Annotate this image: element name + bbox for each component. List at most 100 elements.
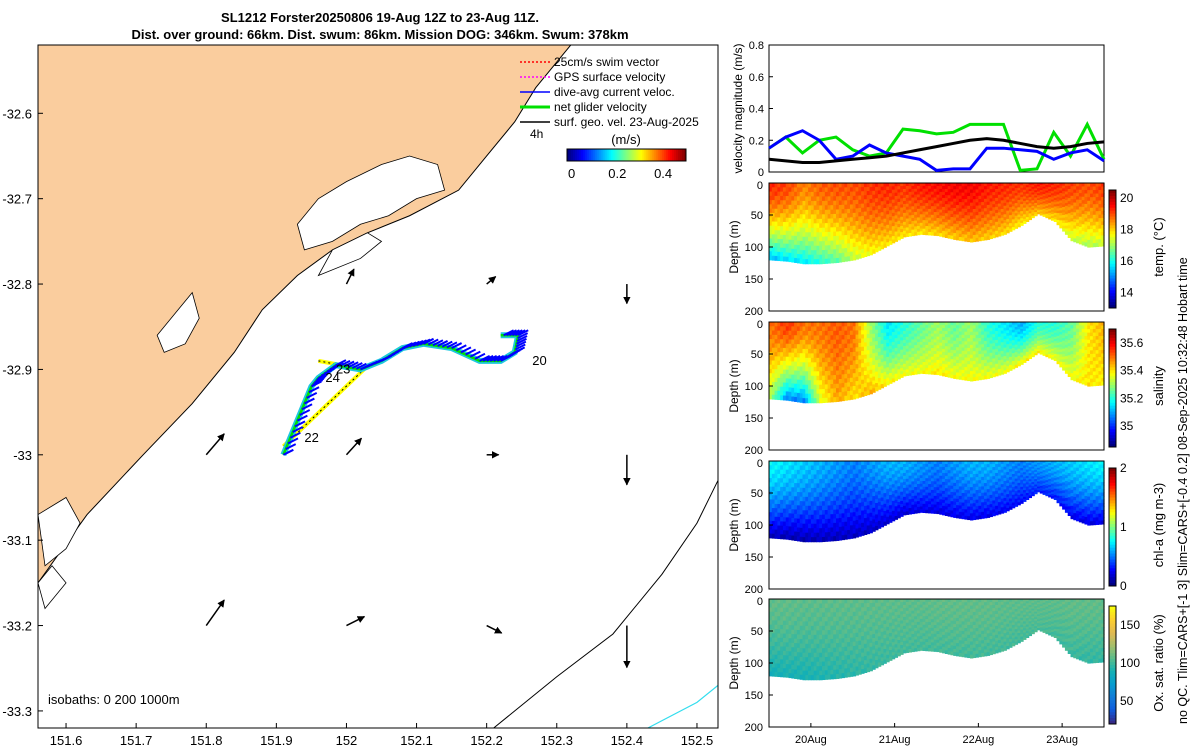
temperature-cell	[889, 189, 893, 194]
temperature-cell	[1059, 185, 1063, 189]
colorbar-cell	[612, 149, 616, 161]
temperature-cell	[972, 208, 977, 213]
salinity-cell	[900, 349, 904, 354]
temperature-cell	[900, 235, 904, 239]
colorbar-cell	[660, 149, 663, 161]
salinity-cell	[1031, 333, 1035, 337]
salinity-cell	[1003, 370, 1007, 374]
salinity-cell	[1070, 328, 1074, 333]
temperature-cell	[903, 224, 907, 229]
salinity-cell	[836, 326, 840, 332]
salinity-cell	[900, 361, 904, 366]
salinity-cell	[1048, 351, 1052, 355]
salinity-cell	[958, 356, 963, 361]
colorbar-cell	[622, 149, 626, 161]
temperature-cell	[1090, 204, 1094, 209]
temperature-cell	[1045, 192, 1049, 196]
temperature-cell	[978, 202, 982, 206]
salinity-cell	[995, 322, 999, 326]
salinity-cell	[769, 377, 773, 383]
salinity-cell	[1064, 339, 1069, 343]
temperature-cell	[880, 197, 885, 202]
temperature-cell	[1084, 221, 1088, 226]
salinity-cell	[788, 391, 792, 397]
temperature-cell	[900, 183, 904, 187]
salinity-cell	[1003, 327, 1007, 332]
temperature-cell	[861, 220, 865, 225]
temperature-cell	[1059, 187, 1063, 192]
salinity-cell	[774, 356, 778, 362]
salinity-cell	[942, 322, 946, 326]
salinity-cell	[844, 356, 848, 362]
salinity-cell	[1048, 333, 1052, 337]
salinity-cell	[1090, 357, 1094, 362]
temperature-cell	[1025, 219, 1030, 222]
salinity-cell	[872, 322, 876, 327]
salinity-cell	[956, 347, 960, 351]
colorbar-cell	[596, 149, 600, 161]
temperature-cell	[816, 214, 820, 220]
temperature-cell	[836, 249, 840, 255]
temperature-cell	[1095, 204, 1100, 209]
salinity-cell	[782, 395, 787, 401]
salinity-cell	[970, 325, 974, 330]
salinity-cell	[816, 335, 820, 341]
salinity-cell	[852, 381, 857, 387]
salinity-cell	[796, 366, 801, 372]
salinity-cell	[1098, 353, 1102, 358]
salinity-cell	[891, 338, 896, 343]
temperature-cell	[819, 214, 823, 220]
salinity-cell	[989, 346, 993, 351]
temperature-cell	[947, 225, 952, 230]
temperature-cell	[989, 201, 993, 206]
salinity-cell	[903, 369, 907, 374]
salinity-cell	[1023, 326, 1027, 330]
temperature-cell	[975, 228, 979, 232]
temperature-cell	[875, 198, 879, 203]
salinity-cell	[925, 339, 929, 343]
salinity-cell	[933, 359, 938, 364]
chlorophyll-cell	[796, 509, 801, 515]
temperature-cell	[844, 204, 848, 210]
salinity-cell	[1048, 339, 1052, 343]
salinity-cell	[967, 354, 971, 359]
chlorophyll-cell	[788, 491, 792, 497]
salinity-cell	[983, 347, 988, 351]
dive-avg-current-vector	[469, 350, 481, 358]
temperature-cell	[1050, 197, 1055, 201]
salinity-cell	[978, 344, 982, 349]
salinity-cell	[1070, 322, 1074, 326]
temperature-cell	[849, 255, 854, 261]
temperature-cell	[802, 232, 806, 238]
temperature-cell	[1025, 197, 1030, 201]
salinity-cell	[1076, 341, 1080, 346]
salinity-cell	[997, 348, 1002, 352]
salinity-cell	[992, 373, 996, 378]
salinity-cell	[1053, 345, 1058, 349]
salinity-cell	[914, 339, 918, 343]
colorbar-cell	[668, 149, 671, 161]
dive-avg-current-vector	[493, 354, 505, 362]
temperature-cell	[944, 213, 949, 217]
temperature-cell	[1053, 219, 1058, 222]
salinity-cell	[866, 362, 871, 367]
salinity-cell	[777, 386, 781, 392]
temperature-cell	[1028, 193, 1033, 196]
salinity-cell	[822, 384, 826, 390]
temperature-cell	[1064, 208, 1069, 213]
temperature-cell	[1000, 191, 1005, 196]
temperature-cell	[769, 251, 773, 257]
temperature-cell	[1028, 187, 1033, 190]
temperature-cell	[1073, 202, 1077, 207]
temperature-cell	[1078, 206, 1083, 211]
temperature-cell	[880, 223, 885, 228]
salinity-cell	[1081, 328, 1086, 333]
temperature-colorbar-frame	[1108, 189, 1117, 309]
temperature-cell	[844, 222, 848, 227]
temperature-cell	[799, 214, 804, 220]
temperature-cell	[889, 196, 893, 201]
velocity-ytick-label: 0.2	[749, 135, 764, 147]
salinity-cell	[847, 330, 851, 336]
salinity-cell	[1039, 323, 1044, 327]
salinity-cell	[1084, 367, 1088, 372]
